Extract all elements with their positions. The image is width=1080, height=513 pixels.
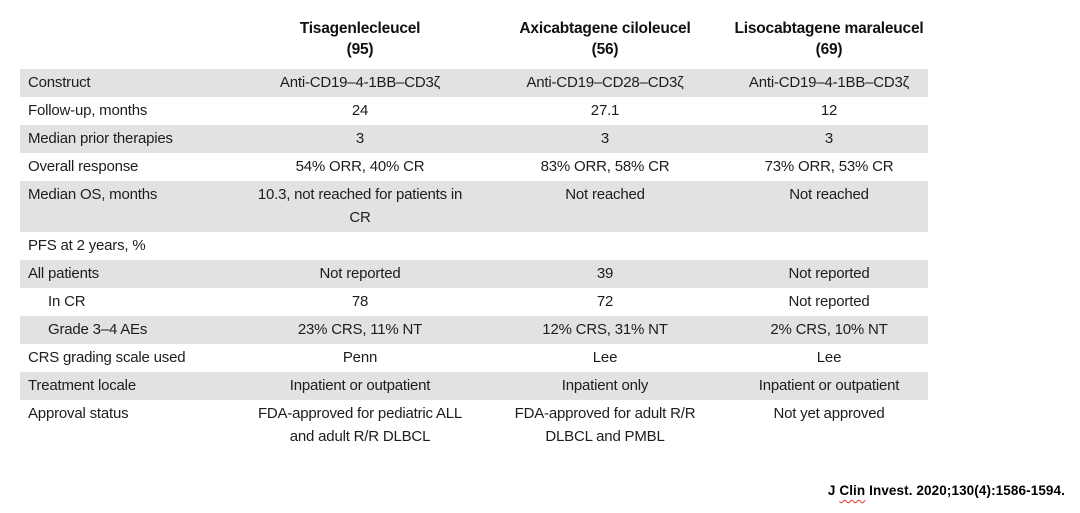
table-row-crs-scale: CRS grading scale used Penn Lee Lee <box>20 344 928 372</box>
table-row-overall-response: Overall response 54% ORR, 40% CR 83% ORR… <box>20 153 928 181</box>
cell-value: Anti-CD19–4-1BB–CD3ζ <box>240 69 480 97</box>
cell-value: FDA-approved for adult R/R DLBCL and PMB… <box>480 400 730 451</box>
cell-value: 3 <box>240 125 480 153</box>
table-row-treatment-locale: Treatment locale Inpatient or outpatient… <box>20 372 928 400</box>
row-label: Treatment locale <box>20 372 240 400</box>
citation-part1: J <box>827 483 840 498</box>
therapy-name: Tisagenlecleucel <box>299 20 421 37</box>
row-label: In CR <box>48 293 86 310</box>
patient-count: (95) <box>346 41 374 58</box>
cell-value: 2% CRS, 10% NT <box>730 316 928 344</box>
cell-value: 27.1 <box>590 102 620 119</box>
cell-value: 39 <box>480 260 730 288</box>
journal-citation: J Clin Invest. 2020;130(4):1586-1594. <box>828 483 1065 498</box>
cell-value: 23% CRS, 11% NT <box>240 316 480 344</box>
table-row-median-os: Median OS, months 10.3, not reached for … <box>20 181 928 232</box>
cell-value: Not reached <box>730 181 928 232</box>
table-row-approval-status: Approval status FDA-approved for pediatr… <box>20 400 928 451</box>
row-label: All patients <box>20 260 240 288</box>
header-lisocabtagene: Lisocabtagene maraleucel (69) <box>730 12 928 69</box>
cell-value: Not yet approved <box>773 405 885 422</box>
cell-value: Not reported <box>240 260 480 288</box>
cart-therapy-comparison-table: Tisagenlecleucel (95) Axicabtagene cilol… <box>20 12 928 451</box>
header-tisagenlecleucel: Tisagenlecleucel (95) <box>240 12 480 69</box>
table-row-followup: Follow-up, months 24 27.1 12 <box>20 97 928 125</box>
cell-value: Lee <box>592 349 618 366</box>
table-row-all-patients: All patients Not reported 39 Not reporte… <box>20 260 928 288</box>
patient-count: (69) <box>815 41 843 58</box>
table-row-prior-therapies: Median prior therapies 3 3 3 <box>20 125 928 153</box>
row-label: PFS at 2 years, % <box>28 237 146 254</box>
cell-value: FDA-approved for pediatric ALL and adult… <box>257 405 463 445</box>
table-row-grade-aes: Grade 3–4 AEs 23% CRS, 11% NT 12% CRS, 3… <box>20 316 928 344</box>
row-label: CRS grading scale used <box>28 349 186 366</box>
cell-value <box>240 232 480 260</box>
cell-value <box>480 232 730 260</box>
row-label: Median OS, months <box>20 181 240 232</box>
citation-spellchecked-word: Clin <box>839 483 866 498</box>
cell-value: Lee <box>816 349 842 366</box>
header-row: Tisagenlecleucel (95) Axicabtagene cilol… <box>20 12 928 69</box>
row-label: Overall response <box>28 158 139 175</box>
row-label: Approval status <box>28 405 129 422</box>
table-row-in-cr: In CR 78 72 Not reported <box>20 288 928 316</box>
row-label: Construct <box>20 69 240 97</box>
header-empty-cell <box>20 12 240 69</box>
cell-value: Inpatient or outpatient <box>730 372 928 400</box>
header-axicabtagene: Axicabtagene ciloleucel (56) <box>480 12 730 69</box>
therapy-name: Axicabtagene ciloleucel <box>519 20 691 37</box>
cell-value <box>730 232 928 260</box>
therapy-name: Lisocabtagene maraleucel <box>734 20 924 37</box>
cell-value: 12% CRS, 31% NT <box>480 316 730 344</box>
cell-value: 24 <box>351 102 369 119</box>
cell-value: 3 <box>480 125 730 153</box>
row-label: Median prior therapies <box>20 125 240 153</box>
cell-value: 72 <box>596 293 614 310</box>
cell-value: Not reported <box>788 293 870 310</box>
cell-value: Not reported <box>730 260 928 288</box>
cell-value: Inpatient or outpatient <box>240 372 480 400</box>
cell-value: 78 <box>351 293 369 310</box>
table-row-pfs-section: PFS at 2 years, % <box>20 232 928 260</box>
table-row-construct: Construct Anti-CD19–4-1BB–CD3ζ Anti-CD19… <box>20 69 928 97</box>
cell-value: 3 <box>730 125 928 153</box>
cell-value: 73% ORR, 53% CR <box>764 158 894 175</box>
patient-count: (56) <box>591 41 619 58</box>
cell-value: Anti-CD19–4-1BB–CD3ζ <box>730 69 928 97</box>
cell-value: Anti-CD19–CD28–CD3ζ <box>480 69 730 97</box>
cell-value: Inpatient only <box>480 372 730 400</box>
cell-value: Penn <box>342 349 378 366</box>
cell-value: Not reached <box>480 181 730 232</box>
cell-value: 12 <box>820 102 838 119</box>
row-label: Follow-up, months <box>28 102 148 119</box>
cell-value: 10.3, not reached for patients in CR <box>240 181 480 232</box>
cell-value: 83% ORR, 58% CR <box>540 158 670 175</box>
cell-value: 54% ORR, 40% CR <box>295 158 425 175</box>
cell-value-text: FDA-approved for adult R/R DLBCL and PMB… <box>514 405 696 445</box>
citation-part2: Invest. 2020;130(4):1586-1594. <box>865 483 1065 498</box>
row-label: Grade 3–4 AEs <box>20 316 240 344</box>
